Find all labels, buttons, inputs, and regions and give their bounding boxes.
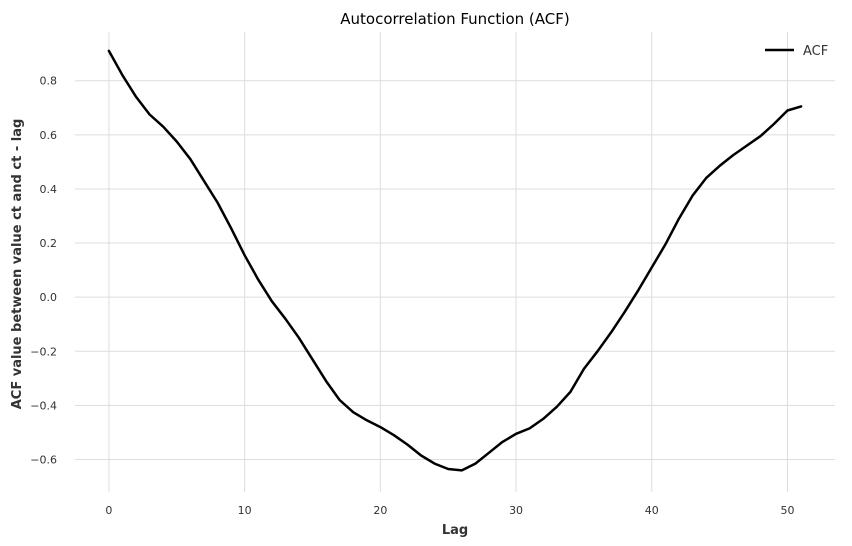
x-tick-label: 10 [238, 504, 252, 517]
y-tick-labels: −0.6 −0.4 −0.2 0.0 0.2 0.4 0.6 0.8 [30, 75, 57, 467]
x-tick-labels: 0 10 20 30 40 50 [105, 504, 794, 517]
x-axis-label: Lag [442, 523, 468, 538]
legend: ACF [765, 44, 828, 59]
x-tick-label: 30 [509, 504, 523, 517]
series-group [107, 49, 803, 472]
y-tick-label: 0.2 [40, 237, 58, 250]
y-tick-label: 0.0 [40, 291, 58, 304]
chart-title: Autocorrelation Function (ACF) [340, 10, 569, 28]
legend-label-acf: ACF [803, 44, 828, 59]
x-tick-label: 20 [373, 504, 387, 517]
y-tick-label: 0.4 [40, 183, 58, 196]
y-tick-label: −0.6 [30, 454, 57, 467]
series-line-acf [107, 49, 803, 472]
y-tick-label: −0.2 [30, 345, 57, 358]
x-tick-label: 50 [781, 504, 795, 517]
y-tick-label: −0.4 [30, 399, 57, 412]
x-grid [108, 32, 788, 492]
y-axis-label: ACF value between value ct and ct - lag [10, 119, 25, 410]
y-grid [75, 80, 835, 461]
x-tick-label: 0 [105, 504, 112, 517]
x-tick-label: 40 [645, 504, 659, 517]
y-tick-label: 0.6 [40, 129, 58, 142]
y-tick-label: 0.8 [40, 75, 58, 88]
